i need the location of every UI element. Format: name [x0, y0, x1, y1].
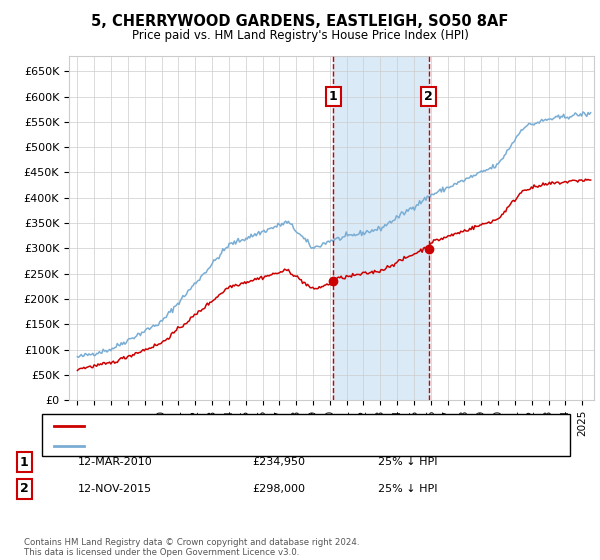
Text: 5, CHERRYWOOD GARDENS, EASTLEIGH, SO50 8AF: 5, CHERRYWOOD GARDENS, EASTLEIGH, SO50 8…	[91, 14, 509, 29]
Text: Price paid vs. HM Land Registry's House Price Index (HPI): Price paid vs. HM Land Registry's House …	[131, 29, 469, 42]
Bar	[333, 56, 428, 400]
Text: £298,000: £298,000	[252, 484, 305, 494]
Text: 25% ↓ HPI: 25% ↓ HPI	[378, 457, 437, 467]
Text: 25% ↓ HPI: 25% ↓ HPI	[378, 484, 437, 494]
Text: 2: 2	[20, 482, 28, 496]
Text: 12-NOV-2015: 12-NOV-2015	[78, 484, 152, 494]
Text: Contains HM Land Registry data © Crown copyright and database right 2024.
This d: Contains HM Land Registry data © Crown c…	[24, 538, 359, 557]
Text: 5, CHERRYWOOD GARDENS, EASTLEIGH, SO50 8AF (detached house): 5, CHERRYWOOD GARDENS, EASTLEIGH, SO50 8…	[90, 421, 451, 431]
Text: 12-MAR-2010: 12-MAR-2010	[78, 457, 153, 467]
Text: £234,950: £234,950	[252, 457, 305, 467]
Text: 1: 1	[329, 90, 338, 103]
Text: 2: 2	[424, 90, 433, 103]
Text: HPI: Average price, detached house, Eastleigh: HPI: Average price, detached house, East…	[90, 441, 331, 451]
Text: 1: 1	[20, 455, 28, 469]
